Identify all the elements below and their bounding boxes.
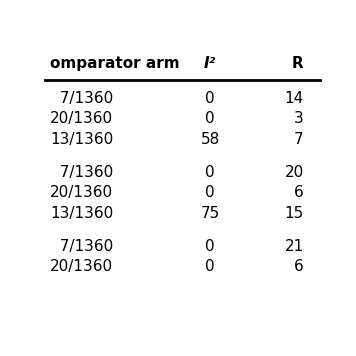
Text: 0: 0	[205, 239, 215, 254]
Text: 3: 3	[294, 111, 304, 126]
Text: 13/1360: 13/1360	[50, 132, 113, 147]
Text: 0: 0	[205, 165, 215, 180]
Text: 75: 75	[200, 206, 220, 221]
Text: 20/1360: 20/1360	[50, 185, 113, 200]
Text: 7/1360: 7/1360	[50, 165, 113, 180]
Text: 6: 6	[294, 185, 304, 200]
Text: 0: 0	[205, 259, 215, 274]
Text: 6: 6	[294, 259, 304, 274]
Text: 20/1360: 20/1360	[50, 259, 113, 274]
Text: 0: 0	[205, 185, 215, 200]
Text: 58: 58	[200, 132, 220, 147]
Text: 7/1360: 7/1360	[50, 91, 113, 106]
Text: 7: 7	[294, 132, 304, 147]
Text: 15: 15	[284, 206, 304, 221]
Text: 21: 21	[284, 239, 304, 254]
Text: 13/1360: 13/1360	[50, 206, 113, 221]
Text: R: R	[292, 57, 304, 72]
Text: I²: I²	[204, 57, 216, 72]
Text: 14: 14	[284, 91, 304, 106]
Text: 20: 20	[284, 165, 304, 180]
Text: 7/1360: 7/1360	[50, 239, 113, 254]
Text: 20/1360: 20/1360	[50, 111, 113, 126]
Text: 0: 0	[205, 111, 215, 126]
Text: omparator arm: omparator arm	[50, 57, 180, 72]
Text: 0: 0	[205, 91, 215, 106]
